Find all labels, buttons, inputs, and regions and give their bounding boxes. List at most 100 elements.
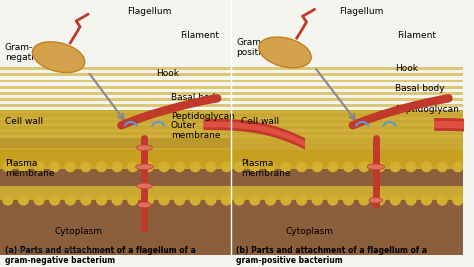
Circle shape: [391, 195, 400, 205]
Circle shape: [328, 162, 338, 172]
Bar: [231, 129, 463, 132]
Circle shape: [175, 162, 184, 172]
Circle shape: [422, 195, 431, 205]
Ellipse shape: [259, 37, 311, 68]
Circle shape: [81, 162, 91, 172]
Circle shape: [221, 162, 231, 172]
Circle shape: [144, 162, 153, 172]
Bar: [0, 92, 231, 95]
Circle shape: [297, 195, 307, 205]
Circle shape: [391, 162, 400, 172]
Circle shape: [206, 195, 216, 205]
Text: Cell wall: Cell wall: [241, 117, 279, 126]
Circle shape: [406, 162, 416, 172]
Bar: [231, 123, 463, 126]
Circle shape: [65, 195, 75, 205]
Circle shape: [97, 162, 106, 172]
Ellipse shape: [369, 197, 383, 203]
Bar: [231, 98, 463, 101]
Bar: [0, 110, 231, 219]
Circle shape: [159, 162, 169, 172]
Text: Plasma
membrane: Plasma membrane: [5, 159, 55, 178]
Circle shape: [3, 195, 13, 205]
Circle shape: [312, 162, 322, 172]
Text: Flagellum: Flagellum: [127, 7, 171, 16]
Ellipse shape: [136, 164, 153, 170]
Circle shape: [406, 195, 416, 205]
Ellipse shape: [137, 145, 152, 151]
Text: Cell wall: Cell wall: [5, 117, 43, 126]
Text: Hook: Hook: [395, 65, 419, 73]
Circle shape: [34, 195, 44, 205]
Bar: [231, 169, 463, 254]
Circle shape: [281, 195, 291, 205]
Text: Outer
membrane: Outer membrane: [171, 121, 220, 140]
Bar: [0, 67, 231, 70]
Bar: [231, 86, 463, 89]
Text: Cytoplasm: Cytoplasm: [54, 227, 102, 235]
Bar: [231, 111, 463, 113]
Circle shape: [144, 195, 153, 205]
Ellipse shape: [32, 42, 85, 73]
Circle shape: [175, 195, 184, 205]
Bar: [231, 80, 463, 83]
Text: Filament: Filament: [397, 31, 436, 40]
Bar: [231, 92, 463, 95]
Circle shape: [18, 162, 28, 172]
Bar: [231, 104, 463, 107]
Bar: [0, 186, 231, 200]
Circle shape: [128, 162, 137, 172]
Bar: [0, 86, 231, 89]
Bar: [231, 73, 463, 76]
Circle shape: [375, 162, 384, 172]
Ellipse shape: [137, 202, 151, 208]
Circle shape: [81, 195, 91, 205]
Text: Gram-
negative: Gram- negative: [5, 43, 45, 62]
Text: Plasma
membrane: Plasma membrane: [241, 159, 291, 178]
Bar: [0, 73, 231, 76]
Circle shape: [234, 162, 244, 172]
Circle shape: [344, 162, 353, 172]
Circle shape: [250, 162, 260, 172]
Circle shape: [65, 162, 75, 172]
Circle shape: [281, 162, 291, 172]
Circle shape: [250, 195, 260, 205]
Circle shape: [18, 195, 28, 205]
Circle shape: [265, 195, 275, 205]
Bar: [0, 138, 231, 148]
Text: Basal body: Basal body: [395, 84, 445, 93]
Bar: [231, 150, 463, 167]
Text: Copyright © 2013 Pearson Education, Inc.: Copyright © 2013 Pearson Education, Inc.: [3, 247, 106, 253]
Text: Cytoplasm: Cytoplasm: [285, 227, 333, 235]
Circle shape: [234, 195, 244, 205]
Bar: [0, 123, 231, 126]
Bar: [0, 80, 231, 83]
Circle shape: [328, 195, 338, 205]
Circle shape: [438, 162, 447, 172]
Circle shape: [453, 195, 463, 205]
Circle shape: [159, 195, 169, 205]
Bar: [0, 111, 231, 113]
Bar: [0, 135, 231, 138]
Bar: [231, 135, 463, 138]
Bar: [231, 186, 463, 200]
Bar: [0, 129, 231, 132]
Bar: [0, 98, 231, 101]
Circle shape: [191, 162, 200, 172]
Circle shape: [112, 195, 122, 205]
Text: (b) Parts and attachment of a flagellum of a
gram-positive bacterium: (b) Parts and attachment of a flagellum …: [236, 246, 428, 265]
Circle shape: [50, 162, 60, 172]
Text: (a) Parts and attachment of a flagellum of a
gram-negative bacterium: (a) Parts and attachment of a flagellum …: [5, 246, 196, 265]
Bar: [231, 67, 463, 70]
Bar: [0, 169, 231, 254]
Ellipse shape: [137, 183, 152, 189]
Bar: [0, 104, 231, 107]
Circle shape: [297, 162, 307, 172]
Ellipse shape: [367, 164, 384, 170]
Bar: [231, 117, 463, 120]
Text: Hook: Hook: [156, 69, 179, 78]
Circle shape: [112, 162, 122, 172]
Circle shape: [3, 162, 13, 172]
Circle shape: [34, 162, 44, 172]
Circle shape: [206, 162, 216, 172]
